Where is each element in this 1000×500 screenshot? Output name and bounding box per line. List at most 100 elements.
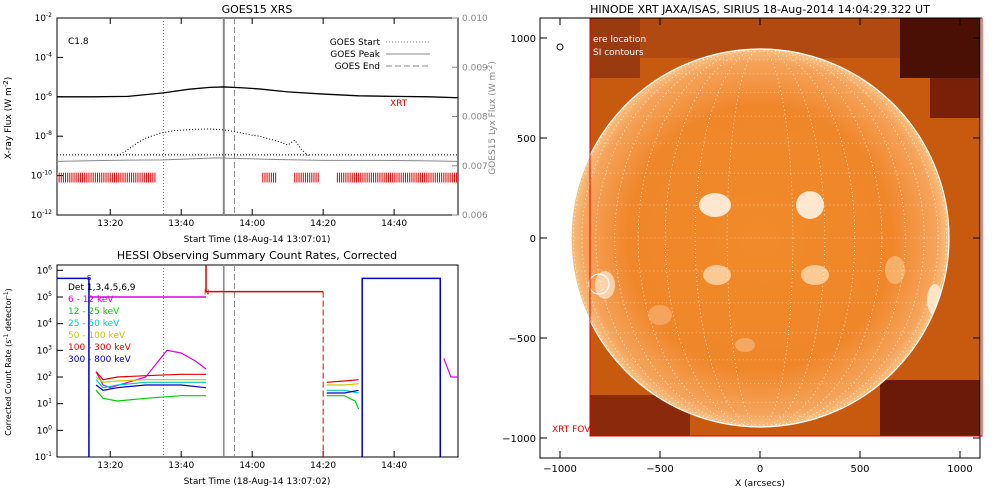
goes-y2-tick-label: 0.006 (462, 211, 488, 221)
goes-y2-axis-label: GOES15 Lyx Flux (W m-2) (486, 61, 498, 175)
goes-y-tick-label: 10-6 (35, 91, 53, 103)
longitude-line (614, 49, 906, 427)
goes-y-tick-label: 10-8 (35, 130, 53, 142)
hessi-count-curve-2 (326, 389, 359, 394)
hessi-legend: Det 1,3,4,5,6,9 6 - 12 keV 12 - 25 keV 25 -… (68, 274, 209, 365)
goes-x-tick-label: 13:20 (97, 219, 123, 229)
goes-y-tick-label: 10-2 (35, 12, 53, 24)
goes-title: GOES15 XRS (222, 3, 293, 16)
xrt-x-tick-label: −1000 (543, 464, 577, 475)
longitude-line (572, 49, 948, 427)
goes-y-tick-label: 10-4 (35, 51, 53, 63)
hessi-title: HESSI Observing Summary Count Rates, Cor… (117, 249, 397, 262)
goes-series-long (57, 86, 458, 99)
hessi-count-curve (95, 371, 207, 381)
goes-x-tick-label: 13:40 (168, 219, 194, 229)
hessi-count-curve-2 (326, 395, 360, 410)
hessi-panel: HESSI Observing Summary Count Rates, Cor… (3, 249, 459, 487)
goes-flare-class: C1.8 (68, 37, 89, 47)
goes-x-axis-label: Start Time (18-Aug-14 13:07:01) (184, 235, 331, 245)
xrt-legend-line-2: SI contours (593, 48, 644, 58)
hessi-count-curve-2 (326, 389, 359, 394)
hessi-count-curve (95, 384, 207, 391)
goes-y2-tick-label: 0.009 (462, 63, 488, 73)
xrt-x-tick-label: 1000 (947, 464, 972, 475)
hessi-legend-entry: 300 - 800 keV (68, 355, 132, 365)
active-regions (595, 191, 943, 352)
hessi-legend-entry: 100 - 300 keV (68, 343, 132, 353)
hessi-x-tick-label: 14:20 (310, 461, 336, 471)
hessi-y-tick-label: 105 (37, 291, 52, 303)
goes-series-short (117, 128, 310, 157)
hessi-y-tick-label: 106 (37, 264, 52, 276)
longitude-line (637, 49, 883, 427)
goes-x-tick-label: 14:00 (239, 219, 265, 229)
hessi-count-curve-2 (326, 379, 359, 383)
xrt-legend-symbol (556, 43, 564, 51)
longitude-line (726, 49, 794, 427)
goes-series-lya (57, 157, 458, 162)
goes-legend-label: GOES Start (330, 38, 381, 48)
hessi-x-axis-label: Start Time (18-Aug-14 13:07:02) (184, 477, 331, 487)
hessi-legend-entry: 25 - 50 keV (68, 319, 120, 329)
hessi-flag-label: S (87, 274, 92, 282)
hessi-night-flag (205, 265, 324, 293)
hessi-y-tick-label: 101 (37, 398, 52, 410)
hessi-saa-flag-2 (361, 277, 442, 457)
goes-y-axis-label: X-ray Flux (W m-2) (2, 77, 14, 159)
hessi-x-tick-label: 13:40 (168, 461, 194, 471)
goes-axes: 13:20 13:40 14:00 14:20 14:40 10-2 10-4 10-6 10-… (31, 12, 488, 229)
longitude-line (595, 49, 925, 427)
goes-y2-tick-label: 0.008 (462, 113, 488, 123)
hessi-count-curve (95, 389, 207, 402)
hessi-x-tick-label: 14:40 (381, 461, 407, 471)
hessi-y-axis-label: Corrected Count Rate (s-1 detector-1) (3, 288, 13, 436)
hessi-y-tick-label: 104 (37, 318, 52, 330)
xrt-y-tick-label: −500 (509, 334, 536, 345)
hessi-legend-title: Det 1,3,4,5,6,9 (68, 283, 136, 293)
goes-legend-label: GOES End (335, 62, 380, 72)
hessi-x-tick-label: 14:00 (239, 461, 265, 471)
xrt-axes: −1000 −500 0 500 1000 1000 500 0 −500 −1000 (502, 18, 980, 475)
goes-y2-tick-label: 0.007 (462, 162, 488, 172)
goes-x-tick-label: 14:20 (310, 219, 336, 229)
longitude-line (694, 49, 826, 427)
solar-disk (571, 49, 949, 427)
hessi-count-curve-3 (443, 358, 458, 378)
hessi-legend-entry: 6 - 12 keV (68, 295, 114, 305)
hessi-count-curve-2 (326, 383, 359, 386)
hessi-count-curve (95, 349, 207, 389)
xrt-x-tick-label: 0 (757, 464, 763, 475)
xrt-fov-label: XRT FOV (552, 425, 591, 435)
xrt-y-tick-label: 1000 (511, 34, 536, 45)
hessi-plot-frame (56, 264, 459, 458)
goes-legend-label: GOES Peak (330, 50, 380, 60)
hessi-axes: 13:20 13:40 14:00 14:20 14:40 106 105 104 103 102… (35, 264, 408, 471)
hessi-series (57, 265, 458, 457)
goes-series (57, 18, 458, 215)
hessi-x-tick-label: 13:20 (97, 461, 123, 471)
xrt-x-tick-label: −500 (646, 464, 673, 475)
hessi-saa-flag (57, 277, 90, 457)
hessi-flag-label: N (204, 289, 209, 297)
xrt-y-tick-label: 500 (517, 134, 536, 145)
goes-x-tick-label: 14:40 (381, 219, 407, 229)
xrt-title: HINODE XRT JAXA/ISAS, SIRIUS 18-Aug-2014… (590, 3, 930, 16)
heliographic-grid (571, 49, 949, 427)
goes-y-tick-label: 10-12 (31, 209, 52, 221)
goes-plot-frame (56, 17, 459, 216)
goes-legend: GOES Start GOES Peak GOES End (330, 38, 430, 72)
xrt-y-tick-label: −1000 (502, 434, 536, 445)
xrt-x-tick-label: 500 (850, 464, 869, 475)
xrt-legend-line-1: ere location (593, 35, 646, 45)
xrt-panel: HINODE XRT JAXA/ISAS, SIRIUS 18-Aug-2014… (502, 3, 983, 489)
xrt-x-axis-label: X (arcsecs) (735, 479, 785, 489)
xrt-y-tick-label: 0 (530, 234, 536, 245)
flare-location-marker (588, 273, 610, 295)
hessi-legend-entry: 12 - 25 keV (68, 307, 120, 317)
xrt-image (540, 18, 980, 458)
hessi-y-tick-label: 102 (37, 371, 52, 383)
goes-xrs-panel: GOES15 XRS 13:20 13:40 14:00 14:20 14:40 10-2… (2, 3, 498, 245)
hessi-y-tick-label: 103 (37, 344, 52, 356)
